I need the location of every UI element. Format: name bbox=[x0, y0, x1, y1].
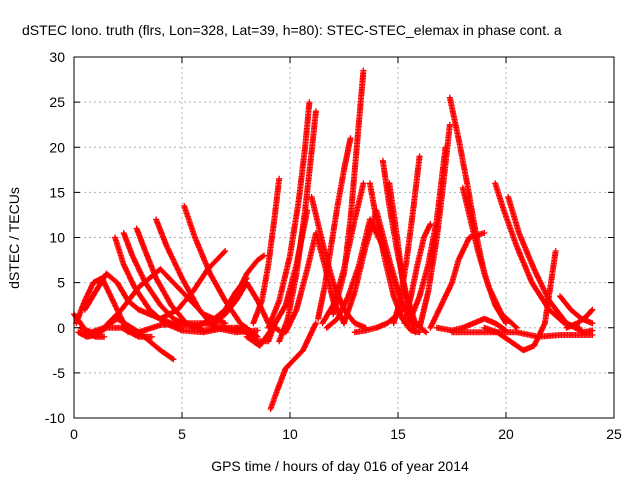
plus-markers bbox=[315, 135, 354, 322]
series-arc bbox=[276, 108, 319, 345]
plus-markers bbox=[449, 329, 596, 340]
series-arc bbox=[315, 135, 354, 322]
plus-markers bbox=[446, 94, 509, 327]
series-arc bbox=[222, 252, 268, 313]
x-axis-label: GPS time / hours of day 016 of year 2014 bbox=[211, 458, 469, 474]
series-arc bbox=[157, 248, 229, 322]
y-axis-label: dSTEC / TECUs bbox=[6, 187, 22, 289]
plus-markers bbox=[267, 320, 319, 412]
x-tick-label: 0 bbox=[70, 426, 78, 442]
series-arc bbox=[330, 67, 367, 318]
y-tick-label: -5 bbox=[53, 365, 66, 381]
y-tick-label: 25 bbox=[49, 94, 65, 110]
plus-markers bbox=[459, 184, 520, 331]
y-tick-label: 15 bbox=[49, 184, 65, 200]
plus-markers bbox=[250, 175, 283, 327]
series-arc bbox=[135, 320, 250, 336]
series-arc bbox=[416, 121, 453, 331]
plus-markers bbox=[351, 302, 412, 336]
plus-markers bbox=[276, 108, 319, 345]
series-arc bbox=[267, 320, 319, 412]
y-tick-label: 30 bbox=[49, 49, 65, 65]
series-arc bbox=[390, 153, 423, 327]
series-arc bbox=[351, 302, 412, 336]
plus-markers bbox=[75, 324, 155, 340]
chart-title: dSTEC Iono. truth (flrs, Lon=328, Lat=39… bbox=[22, 22, 562, 38]
plus-markers bbox=[103, 266, 229, 328]
x-tick-label: 10 bbox=[282, 426, 298, 442]
plus-markers bbox=[390, 153, 423, 327]
y-tick-label: 10 bbox=[49, 230, 65, 246]
series-arc bbox=[459, 184, 520, 331]
series-arc bbox=[250, 175, 283, 327]
series-arc bbox=[446, 94, 509, 327]
x-tick-label: 20 bbox=[498, 426, 514, 442]
y-tick-label: -10 bbox=[45, 410, 65, 426]
series-arc bbox=[401, 221, 434, 327]
plus-markers bbox=[157, 248, 229, 322]
y-tick-label: 20 bbox=[49, 139, 65, 155]
x-tick-label: 5 bbox=[178, 426, 186, 442]
series-arc bbox=[449, 329, 596, 340]
y-tick-label: 5 bbox=[57, 275, 65, 291]
data-layer bbox=[71, 67, 596, 412]
x-tick-label: 15 bbox=[390, 426, 406, 442]
plus-markers bbox=[222, 252, 268, 313]
series-arc bbox=[505, 193, 596, 336]
plus-markers bbox=[330, 67, 367, 318]
series-arc bbox=[103, 266, 229, 328]
x-tick-label: 25 bbox=[606, 426, 622, 442]
plus-markers bbox=[505, 193, 596, 336]
series-arc bbox=[563, 306, 596, 331]
y-tick-label: 0 bbox=[57, 320, 65, 336]
tick-layer: 0 5 10 15 20 25 -10 -5 0 5 10 15 20 25 30 bbox=[45, 49, 622, 442]
series-arc bbox=[265, 99, 313, 331]
series-arc bbox=[75, 324, 155, 340]
plus-markers bbox=[563, 306, 596, 331]
plus-markers bbox=[416, 121, 453, 331]
plus-markers bbox=[135, 320, 250, 336]
plus-markers bbox=[401, 221, 434, 327]
plus-markers bbox=[265, 99, 313, 331]
grid-layer bbox=[74, 57, 614, 418]
